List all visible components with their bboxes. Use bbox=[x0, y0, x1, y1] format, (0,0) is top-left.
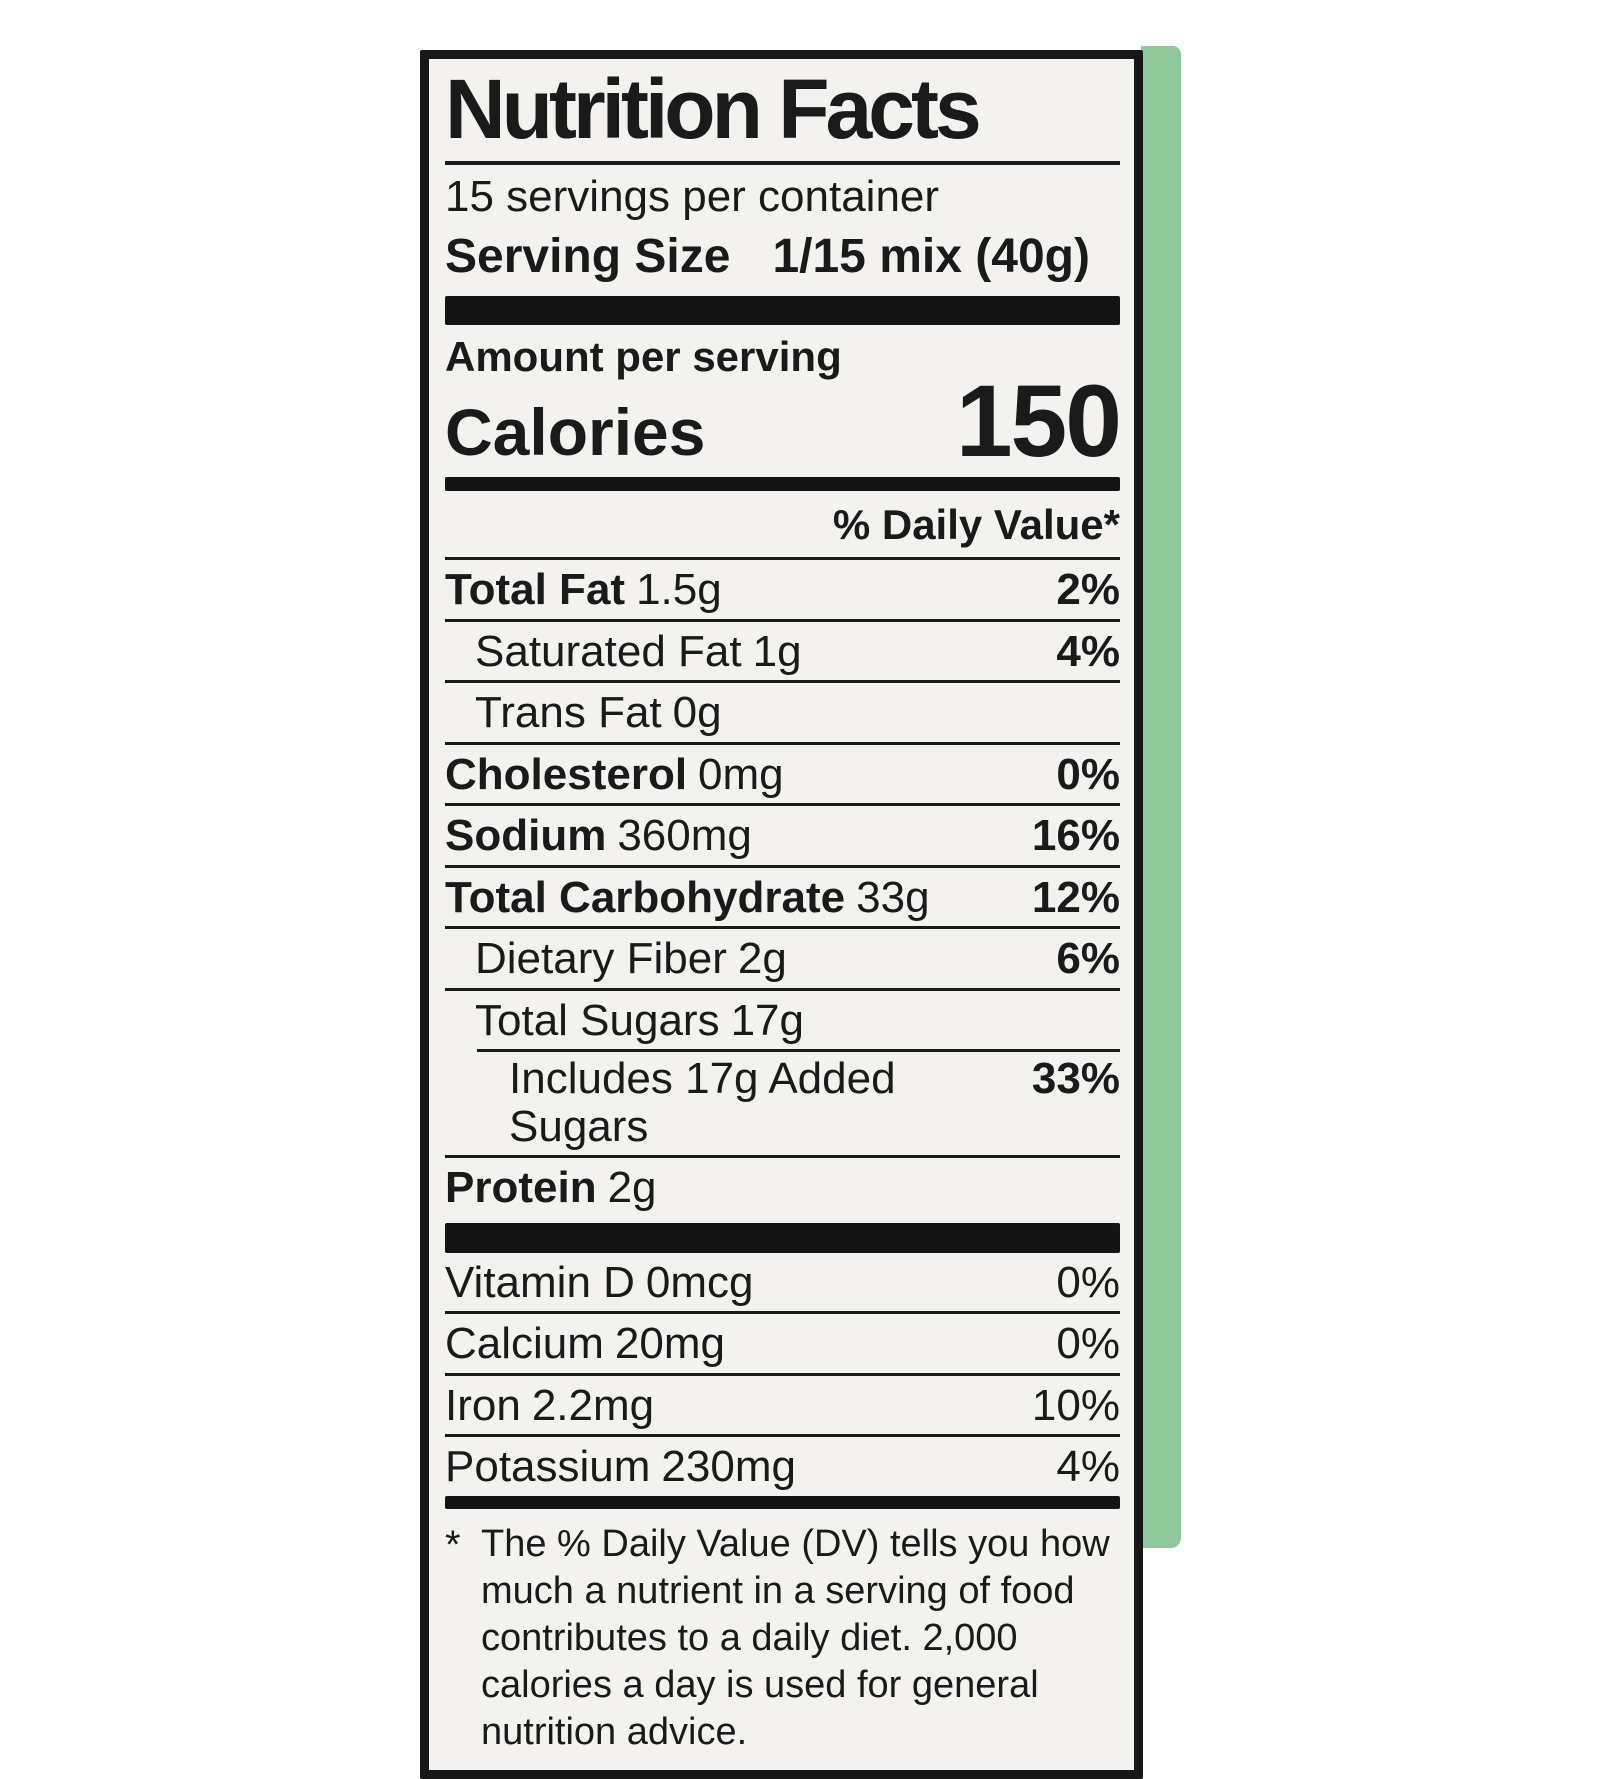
serving-size-label: Serving Size bbox=[445, 230, 731, 284]
calories-label: Calories bbox=[445, 395, 706, 470]
calories-value: 150 bbox=[955, 364, 1122, 479]
nutrient-name: Total Carbohydrate 33g bbox=[445, 872, 930, 922]
nutrient-name: Total Sugars 17g bbox=[475, 995, 804, 1045]
section-divider-bar bbox=[445, 296, 1120, 326]
nutrient-name: Saturated Fat 1g bbox=[475, 626, 802, 676]
section-divider-bar bbox=[445, 1222, 1120, 1253]
serving-size-row: Serving Size 1/15 mix (40g) bbox=[445, 229, 1120, 284]
nutrient-row-dietary-fiber: Dietary Fiber 2g 6% bbox=[445, 926, 1120, 988]
nutrient-row-sodium: Sodium 360mg 16% bbox=[445, 803, 1120, 865]
nutrient-row-total-fat: Total Fat 1.5g 2% bbox=[445, 556, 1120, 619]
nutrient-row-saturated-fat: Saturated Fat 1g 4% bbox=[445, 618, 1120, 681]
nutrient-name: Total Fat 1.5g bbox=[445, 564, 722, 614]
vitamin-rows: Vitamin D 0mcg 0% Calcium 20mg 0% Iron 2.2m… bbox=[445, 1253, 1120, 1496]
nutrient-name: Trans Fat 0g bbox=[475, 688, 722, 738]
calories-row: Calories 150 bbox=[445, 364, 1122, 479]
vitamin-row-vitamin-d: Vitamin D 0mcg 0% bbox=[445, 1253, 1120, 1312]
daily-value-footnote: * The % Daily Value (DV) tells you how m… bbox=[445, 1509, 1120, 1757]
vitamin-row-calcium: Calcium 20mg 0% bbox=[445, 1311, 1120, 1373]
title-divider bbox=[445, 160, 1120, 165]
nutrient-dv: 0% bbox=[1056, 749, 1120, 799]
nutrient-name: Dietary Fiber 2g bbox=[475, 934, 787, 984]
vitamin-name: Calcium 20mg bbox=[445, 1319, 725, 1369]
package-edge-strip bbox=[1141, 46, 1181, 1548]
nutrient-dv: 33% bbox=[1031, 1054, 1120, 1104]
amount-per-serving-label: Amount per serving bbox=[445, 333, 842, 381]
vitamin-name: Iron 2.2mg bbox=[445, 1380, 655, 1430]
nutrient-dv: 12% bbox=[1031, 872, 1120, 922]
vitamin-dv: 10% bbox=[1031, 1380, 1120, 1430]
nutrient-row-protein: Protein 2g bbox=[445, 1155, 1120, 1217]
section-divider-bar bbox=[445, 1495, 1120, 1509]
nutrient-name: Cholesterol 0mg bbox=[445, 749, 784, 799]
vitamin-dv: 0% bbox=[1056, 1257, 1120, 1307]
vitamin-name: Potassium 230mg bbox=[445, 1442, 796, 1492]
nutrient-dv: 2% bbox=[1056, 564, 1120, 614]
vitamin-name: Vitamin D 0mcg bbox=[445, 1257, 754, 1307]
nutrient-dv: 16% bbox=[1031, 811, 1120, 861]
nutrition-facts-label: Nutrition Facts 15 servings per containe… bbox=[420, 50, 1143, 1779]
nutrient-row-added-sugars: Includes 17g Added Sugars 33% bbox=[445, 1049, 1120, 1155]
footnote-asterisk: * bbox=[445, 1522, 461, 1567]
footnote-text: The % Daily Value (DV) tells you how muc… bbox=[481, 1522, 1110, 1754]
section-divider-bar bbox=[445, 476, 1120, 491]
vitamin-row-potassium: Potassium 230mg 4% bbox=[445, 1434, 1120, 1496]
nutrient-row-cholesterol: Cholesterol 0mg 0% bbox=[445, 741, 1120, 804]
nutrient-name: Includes 17g Added Sugars bbox=[509, 1054, 896, 1151]
daily-value-header: % Daily Value* bbox=[832, 500, 1120, 548]
nutrient-row-total-sugars: Total Sugars 17g bbox=[445, 987, 1120, 1050]
servings-per-container: 15 servings per container bbox=[445, 171, 940, 221]
serving-size-value: 1/15 mix (40g) bbox=[772, 230, 1090, 284]
nutrient-dv: 6% bbox=[1056, 934, 1120, 984]
nutrient-name: Protein 2g bbox=[445, 1163, 657, 1213]
vitamin-dv: 4% bbox=[1056, 1442, 1120, 1492]
vitamin-row-iron: Iron 2.2mg 10% bbox=[445, 1372, 1120, 1435]
nutrient-dv: 4% bbox=[1056, 626, 1120, 676]
label-title: Nutrition Facts bbox=[445, 62, 982, 156]
vitamin-dv: 0% bbox=[1056, 1319, 1120, 1369]
nutrient-name: Sodium 360mg bbox=[445, 811, 752, 861]
nutrient-row-trans-fat: Trans Fat 0g bbox=[445, 680, 1120, 742]
nutrient-rows: Total Fat 1.5g 2% Saturated Fat 1g 4% Tran… bbox=[445, 556, 1120, 1217]
nutrient-row-total-carbohydrate: Total Carbohydrate 33g 12% bbox=[445, 864, 1120, 927]
